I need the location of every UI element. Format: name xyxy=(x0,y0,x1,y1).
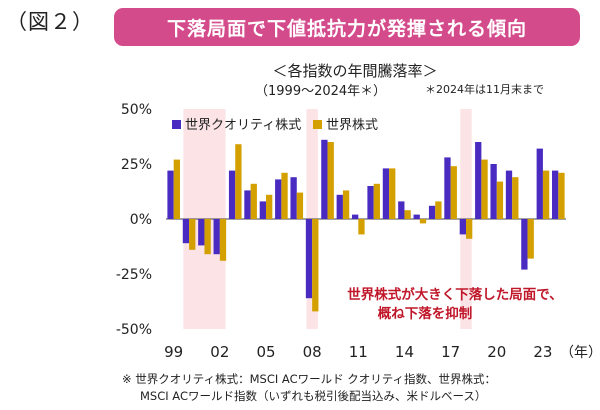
bar-world-2009 xyxy=(327,142,334,219)
bar-world-2019 xyxy=(481,159,488,219)
bar-quality-2022 xyxy=(521,219,528,270)
bar-world-2022 xyxy=(527,219,534,259)
bar-quality-2014 xyxy=(398,201,405,219)
bar-quality-2010 xyxy=(336,194,343,219)
bar-quality-2005 xyxy=(259,201,266,219)
legend-quality-swatch xyxy=(172,120,181,129)
bar-quality-2001 xyxy=(198,219,205,246)
y-tick-label: 25% xyxy=(121,157,152,173)
bar-quality-2020 xyxy=(490,164,497,219)
y-tick-label: -25% xyxy=(116,267,152,283)
x-axis-unit-label: （年） xyxy=(560,345,600,361)
bar-quality-2017 xyxy=(444,157,451,219)
footnote: ※ 世界クオリティ株式：MSCI ACワールド クオリティ指数、世界株式： MS… xyxy=(122,371,496,405)
bar-world-2012 xyxy=(373,183,380,219)
bar-world-2007 xyxy=(296,192,304,219)
bar-world-2018 xyxy=(466,219,473,239)
bar-quality-2007 xyxy=(290,177,297,219)
bar-world-2008 xyxy=(312,219,319,312)
chart-title: ＜各指数の年間騰落率＞ xyxy=(272,62,438,80)
x-tick-label: 05 xyxy=(256,343,275,361)
annotation-line-2: 概ね下落を抑制 xyxy=(378,305,473,322)
bar-world-2006 xyxy=(281,172,288,219)
bar-world-2024 xyxy=(558,172,565,219)
x-tick-label: 08 xyxy=(303,343,322,361)
y-tick-label: -50% xyxy=(116,322,152,338)
banner-title: 下落局面で下値抵抗力が発揮される傾向 xyxy=(166,17,527,40)
y-tick-label: 0% xyxy=(130,212,152,228)
annotation-line-1: 世界株式が大きく下落した局面で、 xyxy=(347,286,562,303)
bar-quality-2004 xyxy=(244,190,251,219)
bar-world-2005 xyxy=(266,194,273,219)
bar-quality-2012 xyxy=(367,186,374,219)
bar-world-2020 xyxy=(496,181,504,219)
bar-quality-2021 xyxy=(505,170,513,219)
bar-quality-2006 xyxy=(275,179,282,219)
bar-world-2015 xyxy=(419,219,427,224)
bar-quality-2016 xyxy=(428,205,436,219)
bar-world-2004 xyxy=(250,183,257,219)
x-tick-label: 11 xyxy=(349,343,368,361)
bar-quality-2023 xyxy=(536,148,543,219)
bar-world-1999 xyxy=(173,159,180,219)
title-banner: 下落局面で下値抵抗力が発揮される傾向 xyxy=(114,8,580,46)
bar-quality-2000 xyxy=(182,219,190,244)
x-tick-label: 14 xyxy=(395,343,414,361)
x-tick-label: 17 xyxy=(441,343,460,361)
bar-world-2021 xyxy=(512,177,519,219)
bar-world-2010 xyxy=(342,190,350,219)
legend-quality-label: 世界クオリティ株式 xyxy=(185,118,301,133)
legend-world-label: 世界株式 xyxy=(326,118,378,133)
bar-quality-2008 xyxy=(305,219,313,299)
bar-world-2013 xyxy=(389,168,396,219)
bar-quality-2019 xyxy=(475,142,482,219)
x-tick-label: 20 xyxy=(487,343,506,361)
figure-label: （図２） xyxy=(6,10,94,34)
bar-world-2017 xyxy=(450,166,457,219)
x-tick-label: 23 xyxy=(533,343,552,361)
bar-quality-1999 xyxy=(167,170,174,219)
bar-quality-2003 xyxy=(228,170,236,219)
bar-quality-2002 xyxy=(213,219,220,255)
bar-quality-2024 xyxy=(552,170,559,219)
legend-world-swatch xyxy=(313,120,322,129)
x-tick-label: 02 xyxy=(210,343,229,361)
bar-world-2023 xyxy=(542,170,550,219)
x-tick-label: 99 xyxy=(164,343,183,361)
bar-world-2011 xyxy=(358,219,365,235)
chart-note: ＊2024年は11月末まで xyxy=(425,83,544,96)
footnote-line-1: ※ 世界クオリティ株式：MSCI ACワールド クオリティ指数、世界株式： xyxy=(122,372,497,386)
bar-world-2000 xyxy=(189,219,196,250)
y-tick-label: 50% xyxy=(121,102,152,118)
bar-quality-2015 xyxy=(413,214,420,219)
bar-world-2002 xyxy=(219,219,227,261)
bar-world-2014 xyxy=(404,210,411,219)
bar-quality-2009 xyxy=(321,139,328,219)
chart-subtitle: （1999〜2024年＊） xyxy=(255,84,387,99)
bar-quality-2011 xyxy=(352,214,359,219)
bar-quality-2018 xyxy=(459,219,466,235)
bar-world-2016 xyxy=(435,201,442,219)
footnote-line-2: MSCI ACワールド指数（いずれも税引後配当込み、米ドルベース） xyxy=(140,389,487,403)
bar-quality-2013 xyxy=(382,168,390,219)
bar-world-2003 xyxy=(235,144,242,219)
bar-world-2001 xyxy=(204,219,211,255)
